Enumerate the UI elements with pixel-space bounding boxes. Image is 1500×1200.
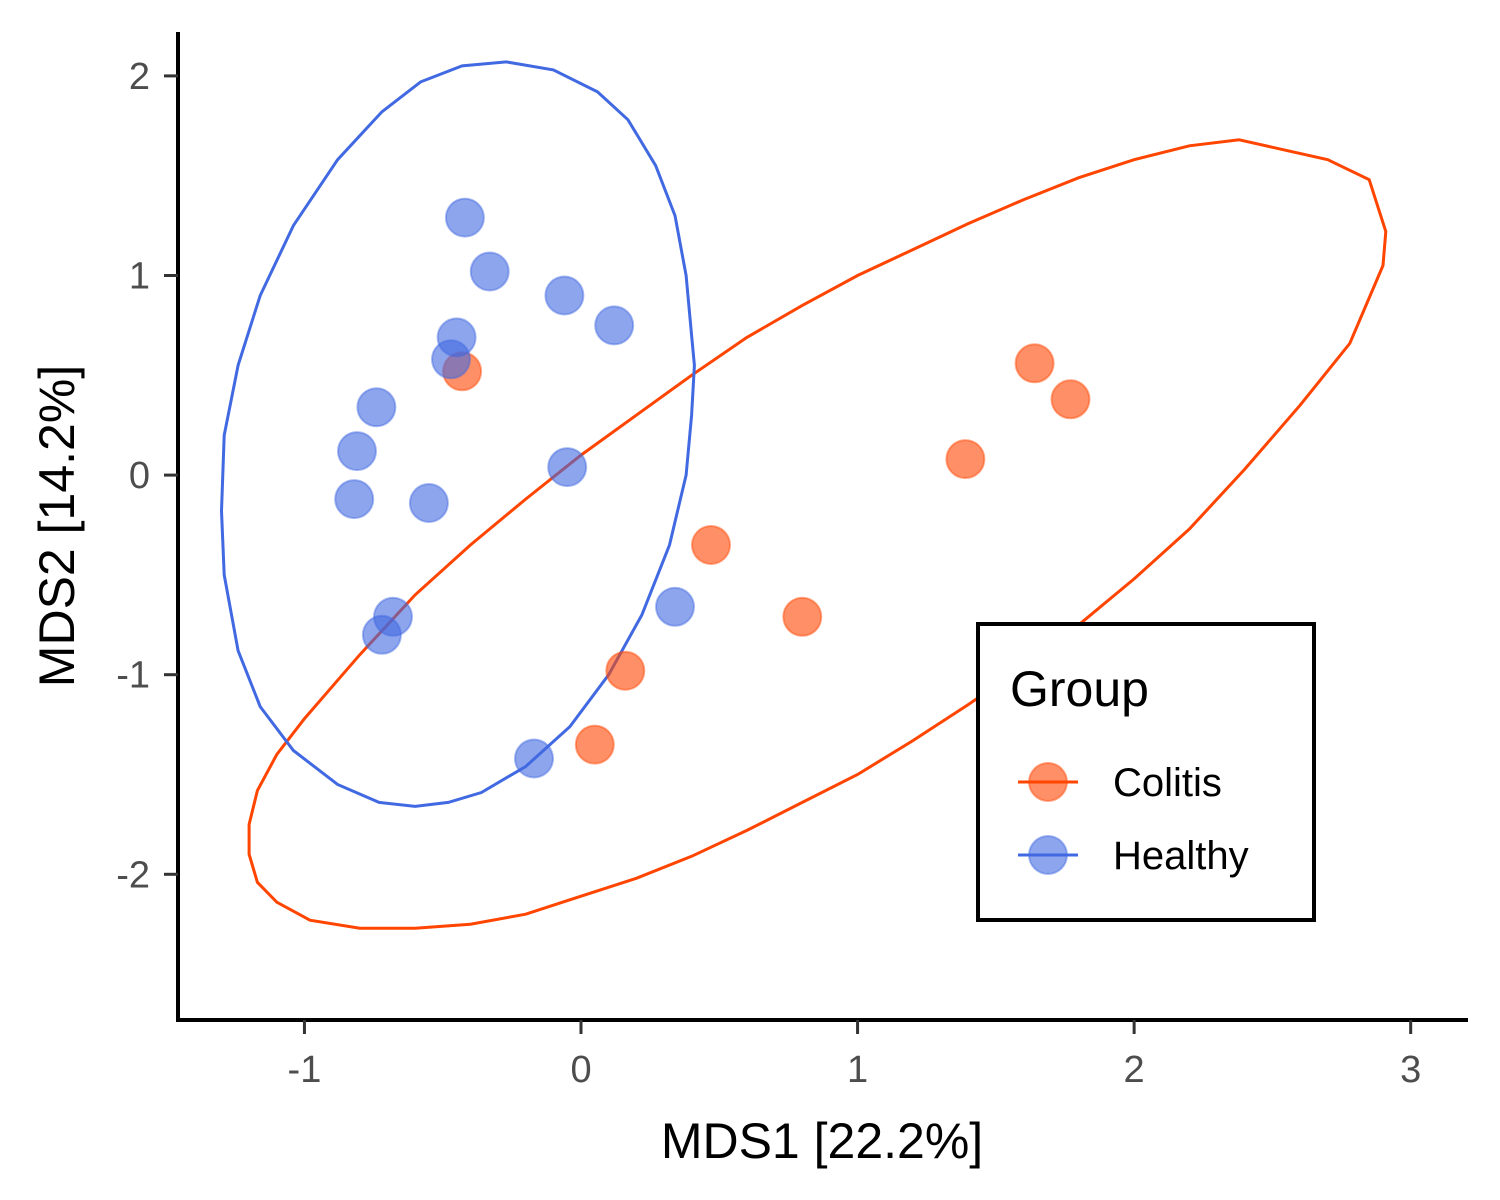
healthy-point <box>594 305 635 346</box>
colitis-point <box>1050 379 1091 420</box>
healthy-ellipse <box>219 60 696 808</box>
legend: Group Colitis Healthy <box>976 622 1316 922</box>
legend-title: Group <box>1010 661 1149 717</box>
colitis-point <box>574 724 615 765</box>
healthy-point <box>337 431 377 472</box>
y-tick-label: -2 <box>116 854 150 896</box>
plot-area <box>219 60 1388 930</box>
colitis-point <box>691 525 731 565</box>
healthy-point <box>469 251 510 292</box>
x-tick-label: -1 <box>288 1049 322 1091</box>
healthy-point <box>544 275 585 316</box>
y-axis-title: MDS2 [14.2%] <box>29 365 85 687</box>
healthy-point <box>655 586 695 627</box>
colitis-point <box>782 596 823 637</box>
legend-label-healthy: Healthy <box>1113 834 1249 878</box>
y-tick-label: 1 <box>129 256 150 298</box>
y-axis-ticks: -2 -1 0 1 2 <box>116 56 178 896</box>
healthy-point <box>444 197 485 238</box>
x-axis-title: MDS1 [22.2%] <box>661 1113 983 1169</box>
legend-entries: Colitis Healthy <box>1018 761 1249 878</box>
colitis-ellipse <box>247 138 1388 930</box>
legend-key-colitis <box>1028 762 1068 802</box>
x-tick-label: 0 <box>570 1049 591 1091</box>
x-axis-ticks: -1 0 1 2 3 <box>288 1020 1421 1091</box>
healthy-point <box>356 387 397 428</box>
y-tick-label: 2 <box>129 56 150 98</box>
healthy-point <box>408 483 449 523</box>
x-tick-label: 2 <box>1124 1049 1145 1091</box>
healthy-point <box>547 447 588 488</box>
x-tick-label: 1 <box>847 1049 868 1091</box>
legend-key-healthy <box>1028 835 1068 875</box>
legend-label-colitis: Colitis <box>1113 761 1222 805</box>
colitis-point <box>945 439 986 480</box>
healthy-point <box>514 738 554 779</box>
healthy-point <box>431 339 471 380</box>
colitis-point <box>1014 343 1055 384</box>
x-tick-label: 3 <box>1400 1049 1421 1091</box>
y-tick-label: 0 <box>129 455 150 497</box>
healthy-point <box>334 479 375 520</box>
colitis-point <box>605 650 646 691</box>
healthy-point <box>361 614 402 655</box>
y-tick-label: -1 <box>116 655 150 697</box>
